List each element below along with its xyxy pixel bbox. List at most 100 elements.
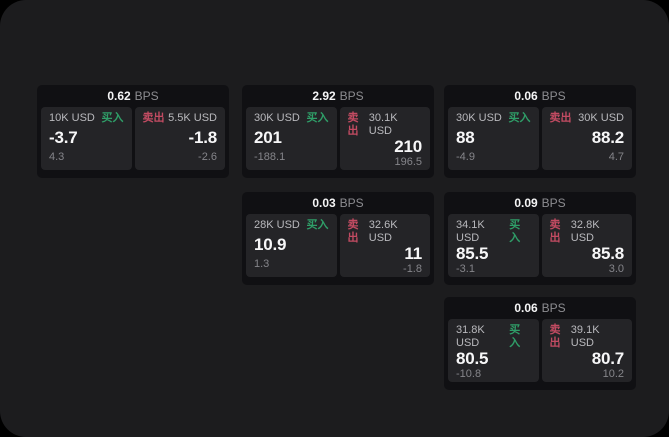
card-body: 34.1K USD 买入 85.5 -3.1 卖出 32.8K USD 85.8… [444, 214, 636, 277]
buy-quote-pane[interactable]: 10K USD 买入 -3.7 4.3 [41, 107, 132, 170]
buy-pane-header: 30K USD 买入 [254, 112, 329, 125]
buy-side-tag: 买入 [306, 112, 329, 124]
buy-quote-pane[interactable]: 31.8K USD 买入 80.5 -10.8 [448, 319, 539, 382]
sell-quote-pane[interactable]: 卖出 30K USD 88.2 4.7 [541, 107, 632, 170]
buy-size-label: 30K USD [456, 112, 502, 124]
buy-quote-pane[interactable]: 28K USD 买入 10.9 1.3 [246, 214, 337, 277]
buy-size-label: 30K USD [254, 112, 300, 124]
buy-delta-value: 4.3 [49, 151, 65, 163]
bps-value: 0.62 [107, 89, 131, 103]
sell-size-label: 32.6K USD [368, 219, 398, 244]
buy-quote-pane[interactable]: 34.1K USD 买入 85.5 -3.1 [448, 214, 539, 277]
sell-delta-value: -2.6 [198, 151, 217, 163]
quote-card: 0.62 BPS 10K USD 买入 -3.7 4.3 卖出 5.5K USD… [37, 85, 229, 178]
buy-delta-value: -4.9 [456, 151, 475, 163]
buy-size-label: 10K USD [49, 112, 95, 124]
bps-unit-label: BPS [134, 89, 159, 103]
buy-size-label: 34.1K USD [456, 219, 485, 244]
sell-pane-header: 卖出 39.1K USD [550, 324, 625, 350]
quote-card: 0.06 BPS 30K USD 买入 88 -4.9 卖出 30K USD 8… [444, 85, 636, 178]
buy-side-tag: 买入 [509, 219, 521, 244]
sell-size-label: 39.1K USD [570, 324, 600, 349]
bps-unit-label: BPS [541, 89, 566, 103]
buy-quote-pane[interactable]: 30K USD 买入 88 -4.9 [448, 107, 539, 170]
buy-pane-header: 34.1K USD 买入 [456, 219, 531, 245]
sell-size-label: 30.1K USD [368, 112, 398, 137]
sell-price-value: 85.8 [591, 244, 624, 263]
bps-value: 0.06 [514, 301, 538, 315]
sell-quote-pane[interactable]: 卖出 39.1K USD 80.7 10.2 [541, 319, 632, 382]
sell-size-label: 5.5K USD [168, 112, 217, 124]
card-header: 0.09 BPS [444, 192, 636, 214]
sell-side-tag: 卖出 [347, 112, 359, 137]
buy-price-value: 201 [254, 128, 282, 147]
bps-value: 0.09 [514, 196, 538, 210]
sell-pane-header: 卖出 30K USD [550, 112, 625, 125]
buy-price-value: 88 [456, 128, 475, 147]
sell-pane-header: 卖出 5.5K USD [143, 112, 218, 125]
buy-pane-header: 30K USD 买入 [456, 112, 531, 125]
sell-price-value: 80.7 [591, 349, 624, 368]
buy-delta-value: -3.1 [456, 263, 475, 275]
bps-value: 2.92 [312, 89, 336, 103]
sell-pane-header: 卖出 32.8K USD [550, 219, 625, 245]
sell-price-value: 11 [404, 244, 422, 263]
buy-price-value: 80.5 [456, 349, 489, 368]
card-body: 31.8K USD 买入 80.5 -10.8 卖出 39.1K USD 80.… [444, 319, 636, 382]
buy-delta-value: 1.3 [254, 258, 270, 270]
card-body: 30K USD 买入 201 -188.1 卖出 30.1K USD 210 1… [242, 107, 434, 170]
sell-side-tag: 卖出 [549, 219, 561, 244]
sell-side-tag: 卖出 [347, 219, 359, 244]
sell-delta-value: 10.2 [602, 368, 624, 380]
sell-quote-pane[interactable]: 卖出 32.8K USD 85.8 3.0 [541, 214, 632, 277]
sell-price-value: 210 [394, 137, 422, 156]
sell-delta-value: -1.8 [403, 263, 422, 275]
card-header: 0.62 BPS [37, 85, 229, 107]
buy-pane-header: 10K USD 买入 [49, 112, 124, 125]
buy-size-label: 28K USD [254, 219, 300, 231]
buy-price-value: 85.5 [456, 244, 489, 263]
bps-value: 0.06 [514, 89, 538, 103]
sell-side-tag: 卖出 [142, 112, 165, 124]
card-header: 2.92 BPS [242, 85, 434, 107]
bps-unit-label: BPS [541, 301, 566, 315]
buy-side-tag: 买入 [508, 112, 531, 124]
sell-side-tag: 卖出 [549, 324, 561, 349]
bps-unit-label: BPS [541, 196, 566, 210]
sell-delta-value: 4.7 [608, 151, 624, 163]
card-header: 0.06 BPS [444, 297, 636, 319]
sell-quote-pane[interactable]: 卖出 30.1K USD 210 196.5 [339, 107, 430, 170]
buy-side-tag: 买入 [509, 324, 521, 349]
buy-pane-header: 28K USD 买入 [254, 219, 329, 232]
sell-quote-pane[interactable]: 卖出 5.5K USD -1.8 -2.6 [134, 107, 225, 170]
quote-card: 0.03 BPS 28K USD 买入 10.9 1.3 卖出 32.6K US… [242, 192, 434, 285]
sell-side-tag: 卖出 [549, 112, 572, 124]
sell-size-label: 30K USD [578, 112, 624, 124]
sell-delta-value: 3.0 [608, 263, 624, 275]
buy-pane-header: 31.8K USD 买入 [456, 324, 531, 350]
card-body: 28K USD 买入 10.9 1.3 卖出 32.6K USD 11 -1.8 [242, 214, 434, 277]
buy-side-tag: 买入 [101, 112, 124, 124]
quote-card: 0.06 BPS 31.8K USD 买入 80.5 -10.8 卖出 39.1… [444, 297, 636, 390]
bps-unit-label: BPS [339, 196, 364, 210]
quote-card: 0.09 BPS 34.1K USD 买入 85.5 -3.1 卖出 32.8K… [444, 192, 636, 285]
buy-size-label: 31.8K USD [456, 324, 485, 349]
card-body: 30K USD 买入 88 -4.9 卖出 30K USD 88.2 4.7 [444, 107, 636, 170]
card-body: 10K USD 买入 -3.7 4.3 卖出 5.5K USD -1.8 -2.… [37, 107, 229, 170]
buy-quote-pane[interactable]: 30K USD 买入 201 -188.1 [246, 107, 337, 170]
sell-pane-header: 卖出 30.1K USD [348, 112, 423, 138]
bps-value: 0.03 [312, 196, 336, 210]
sell-quote-pane[interactable]: 卖出 32.6K USD 11 -1.8 [339, 214, 430, 277]
sell-price-value: -1.8 [188, 128, 218, 147]
buy-delta-value: -188.1 [254, 151, 286, 163]
sell-size-label: 32.8K USD [570, 219, 600, 244]
buy-price-value: -3.7 [49, 128, 78, 147]
quote-card: 2.92 BPS 30K USD 买入 201 -188.1 卖出 30.1K … [242, 85, 434, 178]
card-header: 0.06 BPS [444, 85, 636, 107]
sell-delta-value: 196.5 [394, 156, 422, 168]
buy-side-tag: 买入 [306, 219, 329, 231]
sell-price-value: 88.2 [591, 128, 624, 147]
buy-delta-value: -10.8 [456, 368, 482, 380]
